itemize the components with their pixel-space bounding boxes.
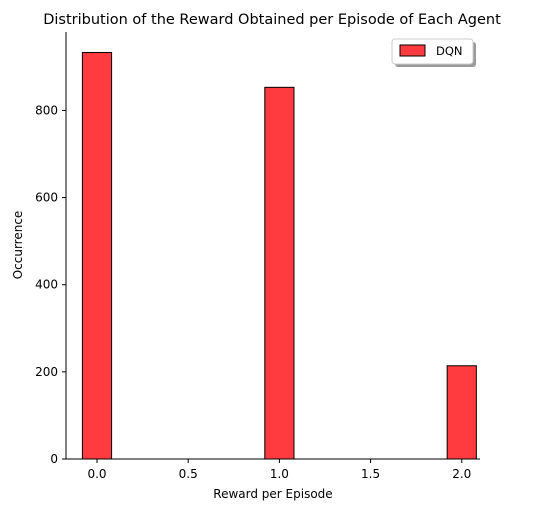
chart-title: Distribution of the Reward Obtained per … xyxy=(43,12,501,28)
x-axis-label: Reward per Episode xyxy=(213,487,332,501)
legend: DQN xyxy=(391,38,476,67)
x-ticks: 0.0 0.5 1.0 1.5 2.0 xyxy=(87,459,471,481)
bar-dqn-1 xyxy=(264,86,295,460)
x-tick-label: 2.0 xyxy=(452,467,471,481)
x-tick-label: 1.0 xyxy=(270,467,289,481)
legend-label-dqn: DQN xyxy=(436,44,463,58)
y-axis-label: Occurrence xyxy=(11,211,25,280)
y-tick-label: 0 xyxy=(50,452,58,466)
bars-layer xyxy=(81,51,477,460)
legend-swatch xyxy=(399,44,426,57)
y-ticks: 0 200 400 600 800 xyxy=(35,103,66,466)
bar-dqn-0 xyxy=(81,51,113,460)
x-tick-label: 1.5 xyxy=(361,467,380,481)
y-tick-label: 200 xyxy=(35,365,58,379)
x-tick-label: 0.5 xyxy=(179,467,198,481)
bar-dqn-2 xyxy=(446,365,477,460)
x-tick-label: 0.0 xyxy=(87,467,106,481)
y-tick-label: 600 xyxy=(35,191,58,205)
y-tick-label: 400 xyxy=(35,278,58,292)
y-tick-label: 800 xyxy=(35,103,58,117)
